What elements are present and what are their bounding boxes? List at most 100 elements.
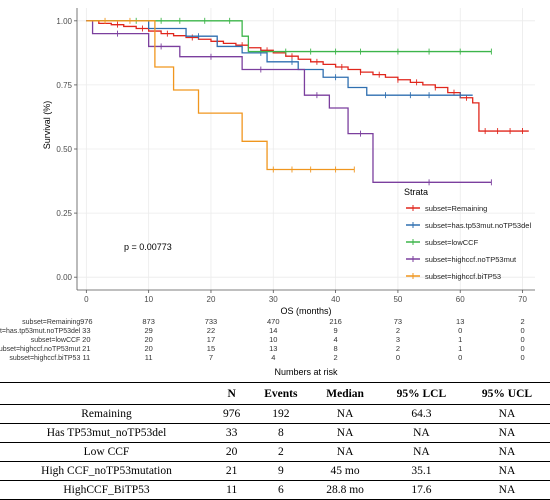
risk-row-label: subset=highccf.biTP53	[9, 355, 80, 362]
cell-median: NA	[311, 442, 379, 462]
table-row: Low CCF 20 2 NA NA NA	[0, 442, 550, 462]
table-row: High CCF_noTP53mutation 21 9 45 mo 35.1 …	[0, 461, 550, 481]
risk-count: 0	[396, 353, 400, 362]
survival-curves	[86, 17, 529, 186]
cell-n: 21	[213, 461, 251, 481]
risk-count: 73	[394, 317, 402, 326]
y-axis-title: Survival (%)	[42, 101, 52, 150]
risk-count: 0	[520, 344, 524, 353]
x-tick-label: 30	[269, 295, 278, 304]
table-row: Has TP53mut_noTP53del 33 8 NA NA NA	[0, 423, 550, 443]
risk-count: 29	[144, 326, 152, 335]
risk-count: 470	[267, 317, 280, 326]
risk-count: 22	[207, 326, 215, 335]
cell-lcl: 35.1	[378, 461, 464, 481]
legend-title: Strata	[404, 187, 428, 197]
risk-count: 20	[144, 344, 152, 353]
table-row: HighCCF_BiTP53 11 6 28.8 mo 17.6 NA	[0, 480, 550, 500]
series-has.tp53mut.noTP53del	[86, 20, 473, 99]
risk-count: 10	[269, 335, 277, 344]
risk-count: 4	[271, 353, 275, 362]
cell-ucl: NA	[463, 461, 550, 481]
row-label: Remaining	[0, 404, 213, 424]
risk-count: 20	[144, 335, 152, 344]
cell-n: 976	[213, 404, 251, 424]
legend-label: subset=Remaining	[425, 204, 487, 213]
row-label: High CCF_noTP53mutation	[0, 461, 213, 481]
x-tick-label: 20	[207, 295, 216, 304]
cell-events: 9	[250, 461, 312, 481]
risk-count: 17	[207, 335, 215, 344]
cell-lcl: NA	[378, 423, 464, 443]
cell-n: 20	[213, 442, 251, 462]
risk-row-label: subset=lowCCF	[31, 337, 81, 344]
cell-median: NA	[311, 423, 379, 443]
x-tick-label: 50	[393, 295, 402, 304]
header-events: Events	[250, 382, 312, 405]
cell-n: 33	[213, 423, 251, 443]
risk-count: 33	[82, 326, 90, 335]
cell-lcl: NA	[378, 442, 464, 462]
row-label: Has TP53mut_noTP53del	[0, 423, 213, 443]
series-lowCCF	[86, 17, 492, 55]
risk-count: 0	[458, 326, 462, 335]
risk-count: 11	[82, 353, 90, 362]
cell-median: 45 mo	[311, 461, 379, 481]
risk-count: 3	[396, 335, 400, 344]
cell-median: 28.8 mo	[311, 480, 379, 500]
table-row: Remaining 976 192 NA 64.3 NA	[0, 404, 550, 424]
risk-row-label: subset=highccf.noTP53mut	[0, 346, 80, 353]
cell-events: 2	[250, 442, 312, 462]
header-cell	[0, 382, 213, 405]
cell-ucl: NA	[463, 404, 550, 424]
risk-count: 0	[520, 335, 524, 344]
y-axis: 0.00 0.25 0.50 0.75 1.00	[56, 8, 78, 290]
y-tick-label: 1.00	[56, 17, 72, 26]
y-tick-label: 0.50	[56, 145, 72, 154]
risk-table: subset=Remaining97687373347021673132bset…	[0, 317, 525, 362]
x-axis: 0 10 20 30 40 50 60 70	[77, 289, 535, 304]
risk-count: 2	[520, 317, 524, 326]
survival-line	[86, 20, 355, 171]
risk-count: 733	[205, 317, 218, 326]
series-highccf.biTP53	[86, 17, 355, 173]
risk-count: 1	[458, 344, 462, 353]
risk-row-label: subset=Remaining	[22, 319, 80, 326]
risk-count: 976	[80, 317, 93, 326]
y-tick-label: 0.25	[56, 209, 72, 218]
legend-label: subset=lowCCF	[425, 238, 479, 247]
risk-count: 0	[520, 353, 524, 362]
risk-count: 7	[209, 353, 213, 362]
risk-count: 13	[456, 317, 464, 326]
risk-count: 2	[334, 353, 338, 362]
risk-count: 13	[269, 344, 277, 353]
risk-count: 11	[145, 353, 153, 362]
risk-count: 0	[520, 326, 524, 335]
risk-count: 8	[334, 344, 338, 353]
risk-table-title: Numbers at risk	[274, 367, 338, 377]
survival-line	[86, 20, 473, 96]
cell-n: 11	[213, 480, 251, 500]
x-axis-title: OS (months)	[280, 306, 331, 316]
legend-label: subset=highccf.biTP53	[425, 272, 501, 281]
cell-events: 192	[250, 404, 312, 424]
risk-row-label: bset=has.tp53mut.noTP53del	[0, 328, 81, 335]
legend-label: subset=highccf.noTP53mut	[425, 255, 517, 264]
cell-lcl: 17.6	[378, 480, 464, 500]
header-ucl: 95% UCL	[463, 382, 550, 405]
header-n: N	[213, 382, 251, 405]
risk-count: 14	[269, 326, 277, 335]
cell-events: 6	[250, 480, 312, 500]
survival-line	[86, 20, 492, 183]
summary-table: N Events Median 95% LCL 95% UCL Remainin…	[0, 382, 550, 500]
x-tick-label: 60	[456, 295, 465, 304]
x-tick-label: 70	[518, 295, 527, 304]
x-tick-label: 10	[144, 295, 153, 304]
cell-events: 8	[250, 423, 312, 443]
risk-count: 21	[82, 344, 90, 353]
cell-median: NA	[311, 404, 379, 424]
header-lcl: 95% LCL	[378, 382, 464, 405]
y-tick-label: 0.00	[56, 273, 72, 282]
x-tick-label: 0	[84, 295, 89, 304]
survival-line	[86, 20, 492, 53]
